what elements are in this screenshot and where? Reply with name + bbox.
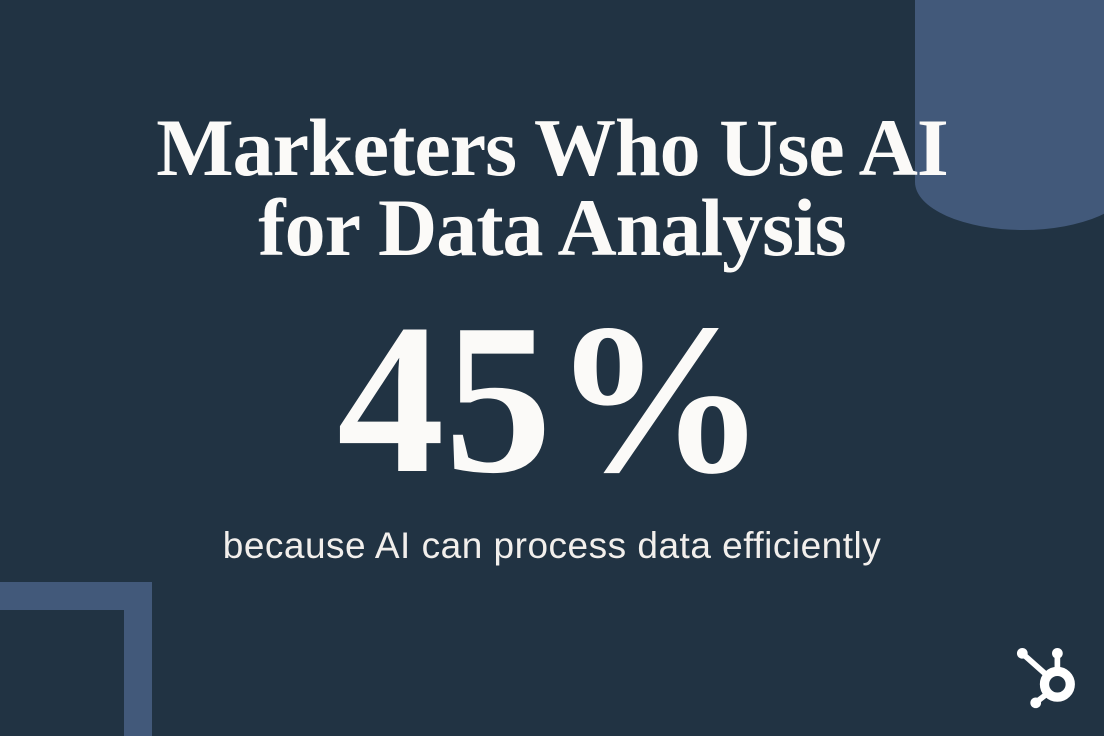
arch-shape	[915, 0, 1104, 230]
title-line-1: Marketers Who Use AI	[156, 102, 949, 193]
square-outline-shape	[0, 582, 152, 736]
hubspot-sprocket-icon	[1016, 647, 1075, 709]
page-title: Marketers Who Use AI for Data Analysis	[0, 107, 1104, 269]
stat-value: 45%	[337, 279, 767, 518]
title-line-2: for Data Analysis	[258, 182, 846, 273]
subtitle-text: because AI can process data efficiently	[222, 525, 882, 566]
